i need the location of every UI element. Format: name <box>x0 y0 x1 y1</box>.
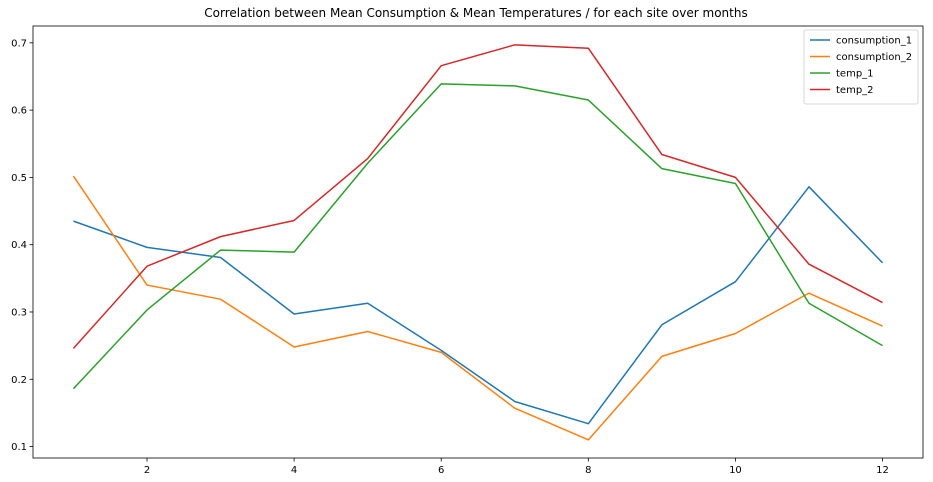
plot-area <box>32 25 924 459</box>
x-tick-label: 8 <box>585 465 591 476</box>
x-tick-label: 4 <box>291 465 297 476</box>
legend-label-consumption_1: consumption_1 <box>836 36 912 47</box>
y-tick-label: 0.4 <box>11 240 27 251</box>
series-line-temp_2 <box>72 44 883 349</box>
series-line-temp_1 <box>72 83 883 390</box>
series-line-consumption_1 <box>73 186 884 425</box>
chart-title: Correlation between Mean Consumption & M… <box>204 6 747 20</box>
legend-label-consumption_2: consumption_2 <box>836 52 912 63</box>
plot-frame <box>32 25 924 459</box>
series-group <box>72 44 884 441</box>
x-tick-label: 2 <box>144 465 150 476</box>
y-tick-label: 0.2 <box>11 375 27 386</box>
y-tick-label: 0.1 <box>11 442 27 453</box>
x-tick-label: 6 <box>438 465 444 476</box>
series-line-consumption_2 <box>72 175 883 441</box>
y-tick-label: 0.6 <box>11 106 27 117</box>
legend-label-temp_2: temp_2 <box>836 85 874 96</box>
x-tick-label: 12 <box>876 465 889 476</box>
y-axis: 0.1 0.2 0.3 0.4 0.5 0.6 0.7 <box>11 38 33 453</box>
x-tick-label: 10 <box>729 465 742 476</box>
y-tick-label: 0.7 <box>11 38 27 49</box>
y-tick-label: 0.5 <box>11 173 27 184</box>
legend-label-temp_1: temp_1 <box>836 69 874 80</box>
x-axis: 2 4 6 8 10 12 <box>144 458 889 476</box>
legend: consumption_1 consumption_2 temp_1 temp_2 <box>803 29 919 105</box>
y-tick-label: 0.3 <box>11 307 27 318</box>
legend-box <box>803 29 919 105</box>
